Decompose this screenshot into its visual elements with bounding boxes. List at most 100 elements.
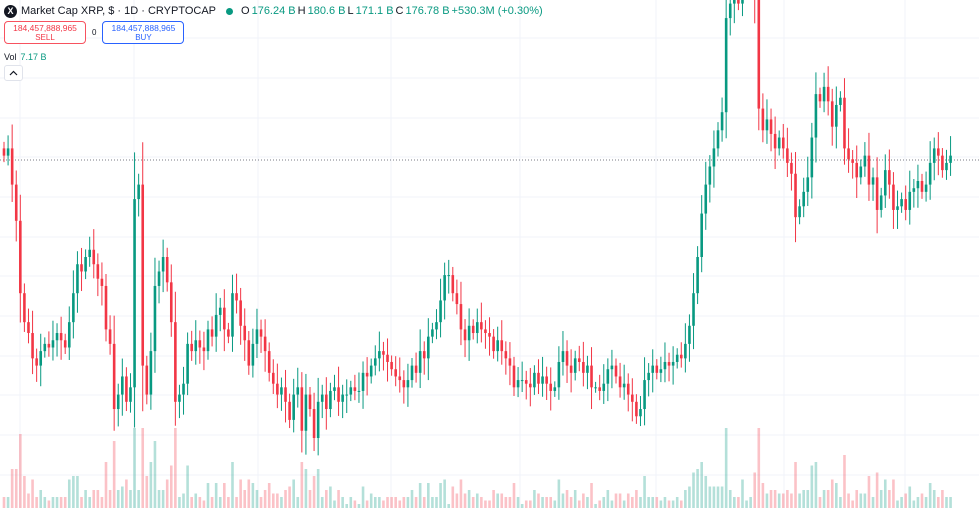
sell-button[interactable]: 184,457,888,965 SELL <box>4 21 86 44</box>
volume-bar <box>492 490 495 508</box>
candle-body <box>284 387 287 402</box>
volume-bar <box>251 483 255 508</box>
volume-bar <box>378 497 381 508</box>
volume-bar <box>626 493 630 508</box>
symbol-title[interactable]: Market Cap XRP, $ · 1D · CRYPTOCAP <box>21 5 217 17</box>
candle-body <box>696 257 699 294</box>
volume-bar <box>255 490 259 508</box>
volume-bar <box>210 497 214 508</box>
volume-bar <box>496 493 499 508</box>
volume-bar <box>227 497 230 508</box>
candle-body <box>798 206 801 218</box>
candle-body <box>223 307 226 330</box>
volume-bar <box>480 497 483 508</box>
volume-bar <box>594 504 597 508</box>
volume-bar <box>720 486 724 508</box>
candle-body <box>912 188 916 192</box>
candle-body <box>145 365 149 395</box>
volume-bar <box>431 497 434 508</box>
candle-body <box>55 333 59 341</box>
ohlc-low-value: 171.1 B <box>355 5 394 17</box>
candle-body <box>867 155 871 185</box>
volume-bar <box>524 500 528 508</box>
chart-legend: X Market Cap XRP, $ · 1D · CRYPTOCAP O 17… <box>4 3 543 19</box>
volume-bars <box>2 428 952 508</box>
volume-bar <box>325 490 328 508</box>
collapse-legend-button[interactable] <box>4 65 23 81</box>
volume-bar <box>737 497 740 508</box>
candle-body <box>647 372 650 381</box>
volume-bar <box>121 486 124 508</box>
candle-body <box>569 365 573 373</box>
volume-bar <box>308 490 312 508</box>
candle-body <box>402 380 406 388</box>
candle-body <box>373 358 377 366</box>
candle-body <box>19 220 22 294</box>
volume-bar <box>471 497 475 508</box>
candle-body <box>467 325 471 341</box>
volume-bar <box>814 462 818 508</box>
candle-body <box>390 361 393 370</box>
candle-body <box>508 358 512 366</box>
candle-body <box>631 394 634 402</box>
candle-body <box>582 361 585 373</box>
volume-bar <box>463 493 467 508</box>
volume-bar <box>292 479 295 508</box>
volume-bar <box>239 479 242 508</box>
volume-bar <box>851 500 854 508</box>
volume-bar <box>675 497 679 508</box>
volume-bar <box>35 497 38 508</box>
volume-bar <box>43 497 47 508</box>
candle-body <box>463 329 467 341</box>
candle-body <box>541 376 544 384</box>
candle-body <box>480 322 483 330</box>
volume-bar <box>679 500 683 508</box>
candle-body <box>47 343 51 348</box>
volume-bar <box>439 483 442 508</box>
volume-bar <box>749 497 752 508</box>
candle-body <box>296 387 300 395</box>
candle-body <box>141 184 145 366</box>
volume-bar <box>900 497 903 508</box>
candle-body <box>214 314 218 337</box>
volume-bar <box>72 476 75 508</box>
volume-bar <box>373 497 377 508</box>
volume-bar <box>386 497 389 508</box>
buy-button[interactable]: 184,457,888,965 BUY <box>102 21 185 44</box>
volume-bar <box>165 479 169 508</box>
candle-body <box>108 329 112 344</box>
sell-label: SELL <box>35 32 55 42</box>
volume-bar <box>565 490 569 508</box>
candle-body <box>802 191 805 207</box>
volume-bar <box>231 462 234 508</box>
candle-body <box>859 166 863 178</box>
volume-bar <box>157 490 161 508</box>
candle-body <box>810 137 814 178</box>
candle-body <box>2 148 6 156</box>
volume-bar <box>31 479 34 508</box>
candle-body <box>712 148 716 167</box>
volume-label: Vol <box>4 52 17 62</box>
volume-bar <box>223 483 226 508</box>
volume-bar <box>435 497 438 508</box>
candle-body <box>80 264 83 272</box>
candle-body <box>932 148 936 163</box>
volume-bar <box>724 428 728 508</box>
candle-body <box>386 354 389 362</box>
volume-bar <box>867 476 871 508</box>
volume-bar <box>174 428 177 508</box>
candle-body <box>692 293 695 326</box>
candle-body <box>614 365 618 377</box>
candle-body <box>533 372 536 388</box>
volume-bar <box>716 486 720 508</box>
volume-bar <box>288 486 291 508</box>
volume-value: 7.17 B <box>20 52 47 62</box>
candle-body <box>349 387 353 395</box>
volume-bar <box>316 469 320 508</box>
volume-bar <box>655 497 659 508</box>
candle-body <box>23 293 26 323</box>
ohlc-open-label: O <box>241 5 250 17</box>
ohlc-high-label: H <box>297 5 306 17</box>
candle-body <box>76 264 79 294</box>
